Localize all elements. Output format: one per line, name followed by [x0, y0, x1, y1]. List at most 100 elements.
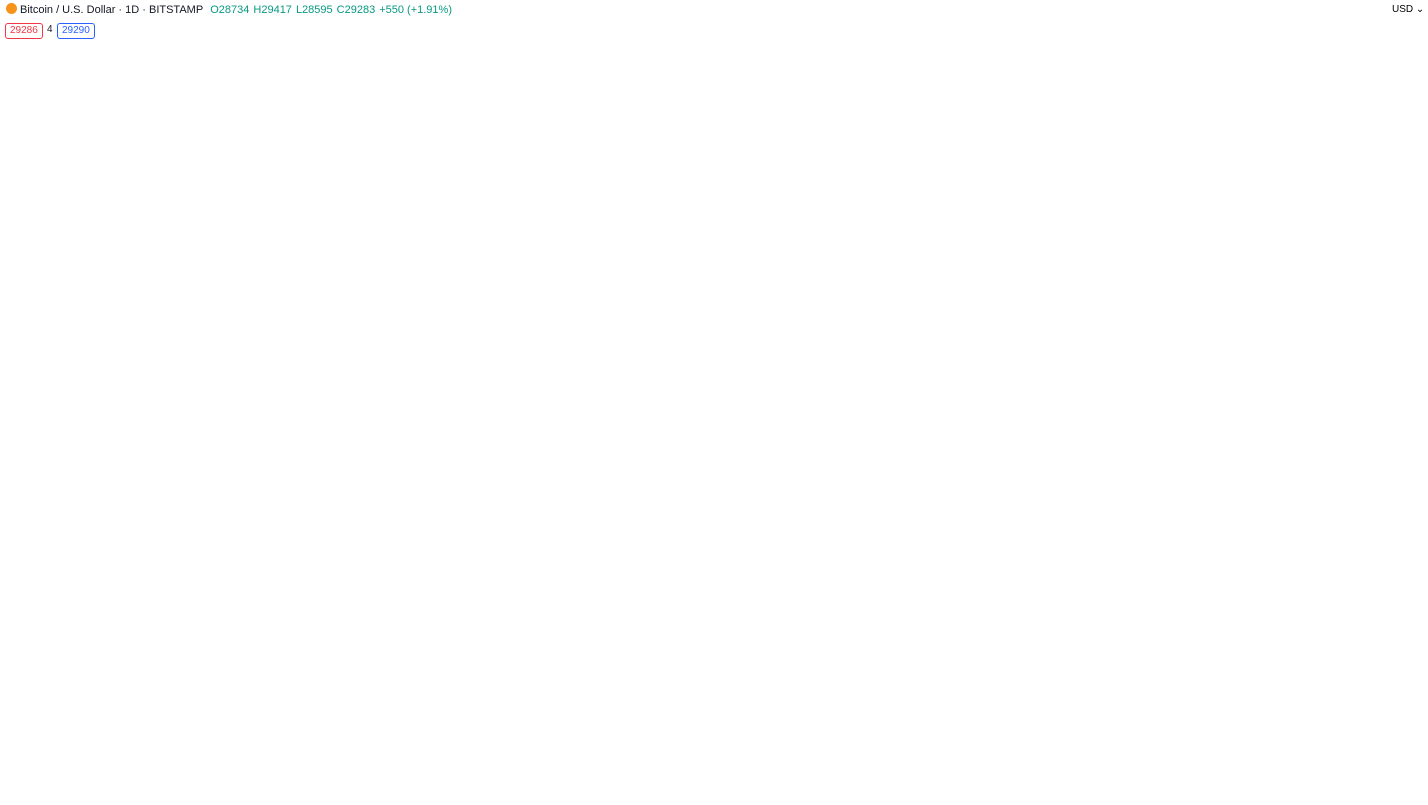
- candle-body: [129, 678, 137, 690]
- fib-label: 0.5: [1227, 381, 1241, 392]
- candle-body: [917, 337, 925, 360]
- y-tick-label: 14800: [1394, 42, 1422, 53]
- candle-body: [38, 709, 46, 712]
- candle-body: [1370, 152, 1377, 170]
- y-tick-label: 5200: [1394, 532, 1417, 543]
- y-tick-label: 4600: [1394, 589, 1417, 600]
- candle-body: [1379, 152, 1387, 170]
- candle-body: [1098, 334, 1106, 339]
- y-tick-label: 3530: [1394, 713, 1417, 724]
- fib-label: 0.786: [837, 637, 862, 648]
- candle-body: [727, 523, 734, 529]
- candle-body: [147, 681, 155, 684]
- candle-body: [419, 642, 427, 652]
- spread: 4: [47, 24, 53, 35]
- fib-label: 1: [837, 686, 843, 697]
- fib-label: 0: [1227, 261, 1233, 272]
- fib-label: 0: [837, 492, 843, 503]
- fib-label: 0.786: [1227, 467, 1252, 478]
- candle-body: [717, 529, 725, 543]
- candle-body: [391, 664, 399, 669]
- candle-body: [1179, 251, 1187, 266]
- scroll-button[interactable]: [1355, 738, 1379, 760]
- y-tick-label: 9000: [1394, 275, 1417, 286]
- candle-body: [935, 337, 943, 345]
- candle-body: [763, 481, 771, 487]
- y-tick-label: 5500: [1394, 505, 1417, 516]
- candle-body: [944, 331, 952, 339]
- candle-body: [890, 323, 897, 382]
- candle-body: [908, 337, 916, 342]
- candle-body: [1351, 123, 1359, 140]
- y-tick-label: 8400: [1394, 307, 1417, 318]
- x-tick-label: 11: [1, 788, 12, 799]
- close: C29283: [336, 4, 376, 16]
- candle-body: [20, 707, 28, 710]
- buy-button[interactable]: 29290: [57, 23, 95, 39]
- candle-body: [292, 665, 300, 673]
- candle-body: [645, 506, 653, 520]
- currency: USD: [1392, 4, 1414, 15]
- candle-body: [1170, 264, 1178, 277]
- currency-button[interactable]: USD ⌄: [1392, 4, 1425, 15]
- candle-body: [554, 546, 562, 549]
- y-tick-label: 4900: [1394, 560, 1417, 571]
- change: +550 (+1.91%): [379, 4, 452, 16]
- y-tick-label: 9600: [1394, 244, 1417, 255]
- candle-body: [1279, 198, 1287, 204]
- sell-button[interactable]: 29286: [5, 23, 43, 39]
- candle-body: [971, 292, 979, 297]
- candle-body: [156, 680, 164, 684]
- candle-body: [627, 521, 635, 525]
- candle-body: [1016, 292, 1024, 302]
- y-tick-label: 8000: [1394, 330, 1417, 341]
- candle-body: [582, 532, 590, 552]
- y-tick-label: 13200: [1394, 95, 1422, 106]
- y-tick-label: 5800: [1394, 481, 1417, 492]
- y-tick-label: 3190: [1394, 761, 1417, 772]
- candle-body: [772, 485, 780, 488]
- candle-body: [899, 323, 907, 339]
- candle-body: [1071, 334, 1079, 339]
- candle-body: [817, 384, 825, 441]
- x-tick-label: 13: [825, 788, 837, 799]
- fib-label: 0.236: [837, 531, 862, 542]
- candle-body: [1324, 162, 1332, 174]
- x-tick-label: 8: [1335, 788, 1341, 799]
- low: L28595: [295, 4, 333, 16]
- candle-body: [690, 539, 698, 543]
- candle-body: [736, 519, 744, 525]
- candle-body: [1270, 152, 1278, 200]
- candle-body: [482, 549, 490, 560]
- x-tick-label: 15: [571, 788, 583, 799]
- candle-body: [74, 669, 82, 675]
- candle-body: [1360, 139, 1368, 170]
- candle-body: [1043, 347, 1051, 357]
- fib-label: 0.5: [837, 579, 851, 590]
- candle-body: [455, 564, 463, 638]
- candle-body: [663, 510, 671, 543]
- candle-body: [618, 523, 626, 526]
- settings-button[interactable]: [1402, 787, 1414, 799]
- candle-body: [201, 676, 209, 696]
- candle-body: [998, 303, 1006, 322]
- candle-body: [799, 454, 807, 473]
- candle-body: [1080, 337, 1088, 357]
- candle-body: [790, 473, 798, 487]
- candle-body: [500, 536, 508, 551]
- x-tick-label: May: [712, 788, 731, 799]
- x-tick-label: 8: [510, 788, 516, 799]
- candle-body: [165, 680, 173, 682]
- x-tick-label: Apr: [442, 788, 458, 799]
- candle-body: [373, 658, 381, 663]
- symbol: Bitcoin / U.S. Dollar · 1D · BITSTAMP: [20, 4, 204, 16]
- candle-body: [672, 540, 680, 543]
- y-tick-label: 12400: [1394, 125, 1422, 136]
- candle-body: [880, 377, 888, 386]
- candle-body: [84, 666, 91, 672]
- candle-body: [192, 686, 200, 697]
- candle-body: [1342, 123, 1350, 138]
- candle-body: [400, 653, 408, 666]
- candle-body: [1007, 300, 1015, 305]
